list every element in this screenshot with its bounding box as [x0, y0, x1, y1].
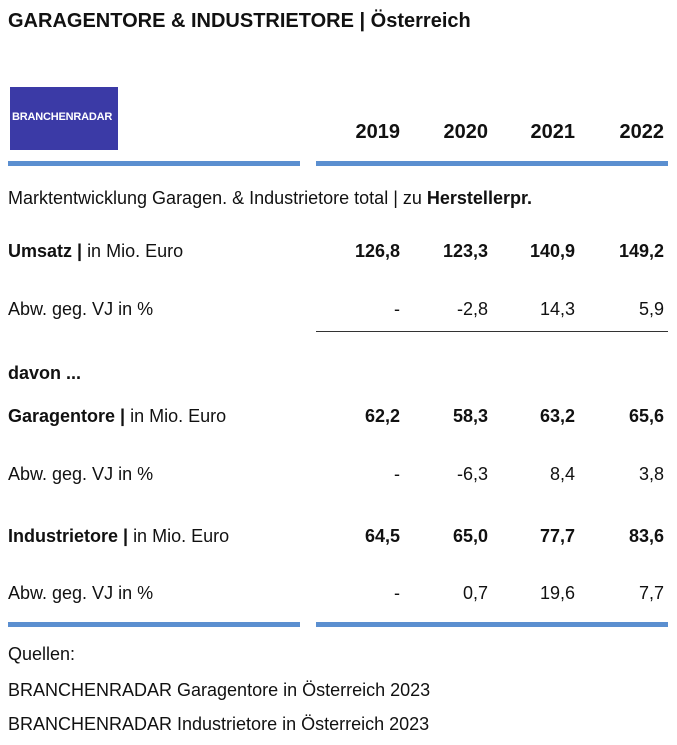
- cell-value: 58,3: [452, 406, 488, 426]
- cell-value: 0,7: [462, 583, 488, 603]
- source: BRANCHENRADAR Garagentore in Österreich …: [8, 680, 431, 700]
- rule: [8, 161, 300, 166]
- rule: [316, 161, 668, 166]
- logo-text: BRANCHENRADAR: [12, 111, 113, 123]
- row-label: Garagentore | in Mio. Euro: [8, 405, 226, 427]
- row-label-text: in Mio. Euro: [130, 406, 227, 426]
- cell-value: 126,8: [354, 241, 400, 261]
- year-header: 2022: [619, 121, 665, 143]
- cell-value: -: [394, 299, 400, 319]
- cell-value: -: [394, 464, 400, 484]
- row-label-bold: Industrietore |: [8, 526, 129, 546]
- cell-value: 5,9: [638, 299, 664, 319]
- cell-value: 123,3: [442, 241, 488, 261]
- cell-value: 77,7: [539, 526, 575, 546]
- source: BRANCHENRADAR Industrietore in Österreic…: [8, 714, 430, 734]
- row-label: Umsatz | in Mio. Euro: [8, 240, 183, 262]
- cell-value: 149,2: [618, 241, 664, 261]
- cell-value: 65,6: [628, 406, 664, 426]
- year-header: 2020: [443, 121, 489, 143]
- section-bold: Herstellerpr.: [426, 188, 532, 208]
- logo: BRANCHENRADAR: [10, 87, 118, 150]
- row-label: davon ...: [8, 362, 81, 384]
- year-header: 2019: [355, 121, 401, 143]
- cell-value: -: [394, 583, 400, 603]
- row-label: Abw. geg. VJ in %: [8, 463, 153, 485]
- section-text: Marktentwicklung Garagen. & Industrietor…: [8, 188, 422, 208]
- cell-value: -2,8: [456, 299, 488, 319]
- cell-value: 8,4: [549, 464, 575, 484]
- row-label-text: Abw. geg. VJ in %: [8, 464, 154, 484]
- row-label: Abw. geg. VJ in %: [8, 582, 153, 604]
- rule: [8, 622, 300, 627]
- row-label-bold: Garagentore |: [8, 406, 126, 426]
- cell-value: 83,6: [628, 526, 664, 546]
- title: GARAGENTORE & INDUSTRIETORE | Österreich: [8, 10, 471, 32]
- section-heading: Marktentwicklung Garagen. & Industrietor…: [8, 187, 532, 209]
- row-label-text: Abw. geg. VJ in %: [8, 299, 154, 319]
- rule: [316, 622, 668, 627]
- row-label-text: Abw. geg. VJ in %: [8, 583, 154, 603]
- cell-value: 7,7: [638, 583, 664, 603]
- row-label-text: in Mio. Euro: [87, 241, 184, 261]
- cell-value: 140,9: [529, 241, 575, 261]
- separator: [316, 331, 668, 332]
- row-label-bold: Umsatz |: [8, 241, 83, 261]
- row-label-bold: davon ...: [8, 363, 82, 383]
- year-header: 2021: [530, 121, 576, 143]
- cell-value: 63,2: [539, 406, 575, 426]
- cell-value: 3,8: [638, 464, 664, 484]
- cell-value: 65,0: [452, 526, 488, 546]
- sources-heading: Quellen:: [8, 644, 76, 664]
- row-label: Industrietore | in Mio. Euro: [8, 525, 229, 547]
- cell-value: 14,3: [539, 299, 575, 319]
- cell-value: 62,2: [364, 406, 400, 426]
- cell-value: -6,3: [456, 464, 488, 484]
- cell-value: 64,5: [364, 526, 400, 546]
- row-label-text: in Mio. Euro: [133, 526, 230, 546]
- row-label: Abw. geg. VJ in %: [8, 298, 153, 320]
- cell-value: 19,6: [539, 583, 575, 603]
